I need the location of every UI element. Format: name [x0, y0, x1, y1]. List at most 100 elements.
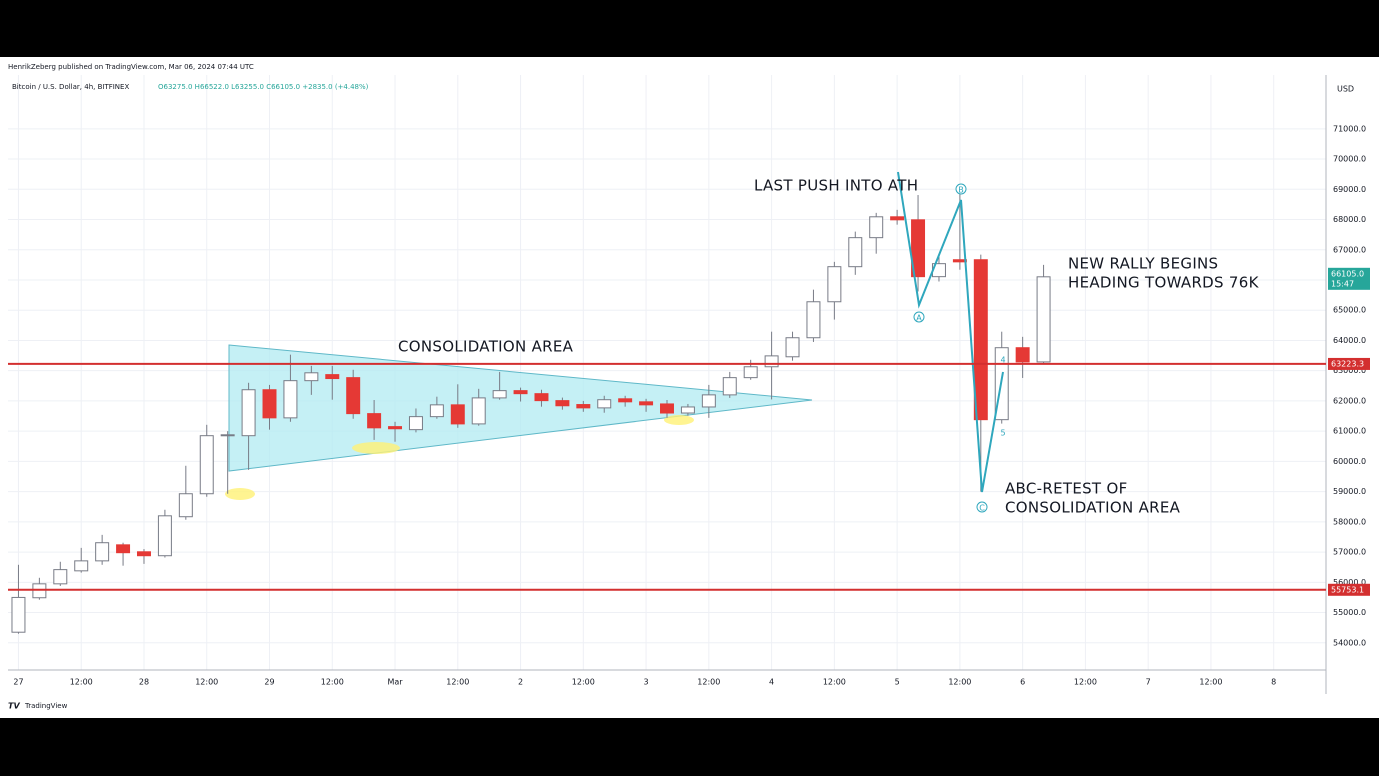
x-tick-label: 12:00	[1074, 678, 1097, 687]
candle-body	[890, 216, 905, 221]
y-tick-label: 58000.0	[1333, 517, 1366, 526]
candle-body	[157, 515, 172, 557]
last-price-tag	[1328, 267, 1370, 290]
level-label: 63223.3	[1331, 359, 1364, 368]
candle-body	[1036, 276, 1051, 363]
wave-label: 4	[1000, 356, 1005, 365]
candle-body	[136, 551, 151, 557]
wave-label: B	[958, 186, 964, 195]
candle-body	[450, 404, 465, 425]
x-tick-label: 27	[13, 678, 23, 687]
highlight	[352, 442, 400, 454]
countdown: 15:47	[1331, 279, 1354, 288]
y-tick-label: 64000.0	[1333, 336, 1366, 345]
y-tick-label: 70000.0	[1333, 155, 1366, 164]
y-tick-label: 54000.0	[1333, 638, 1366, 647]
x-tick-label: 4	[769, 678, 774, 687]
level-tag	[1328, 583, 1370, 596]
highlight	[225, 488, 255, 500]
candle-body	[555, 400, 570, 407]
wave-marker	[976, 501, 988, 513]
candle-body	[408, 416, 423, 431]
candle-body	[367, 413, 382, 429]
annotation: ABC-RETEST OF	[1005, 480, 1128, 498]
wave-marker	[955, 183, 967, 195]
y-tick-label: 55000.0	[1333, 608, 1366, 617]
published-note: HenrikZeberg published on TradingView.co…	[8, 63, 254, 71]
x-tick-label: 12:00	[446, 678, 469, 687]
candle-body	[869, 216, 884, 239]
y-tick-label: 60000.0	[1333, 457, 1366, 466]
candle-body	[178, 493, 193, 518]
y-tick-label: 68000.0	[1333, 215, 1366, 224]
annotation: HEADING TOWARDS 76K	[1068, 274, 1260, 292]
candle-body	[492, 390, 507, 399]
candle-body	[1015, 347, 1030, 363]
x-tick-label: 2	[518, 678, 523, 687]
candle-body	[53, 569, 68, 585]
y-tick-label: 59000.0	[1333, 487, 1366, 496]
last-price-label: 66105.0	[1331, 269, 1364, 278]
x-tick-label: 12:00	[70, 678, 93, 687]
x-tick-label: 3	[644, 678, 649, 687]
y-tick-label: 69000.0	[1333, 185, 1366, 194]
candle-body	[74, 560, 89, 572]
x-tick-label: 12:00	[948, 678, 971, 687]
wave-marker	[913, 311, 925, 323]
annotation: CONSOLIDATION AREA	[398, 338, 574, 356]
wave-label: 5	[1000, 429, 1005, 438]
candle-body	[241, 389, 256, 437]
candle-body	[471, 397, 486, 425]
candle-body	[911, 219, 926, 278]
candle-body	[199, 435, 214, 495]
y-tick-label: 67000.0	[1333, 245, 1366, 254]
candle-body	[283, 380, 298, 419]
candle-body	[764, 355, 779, 368]
x-tick-label: 12:00	[1199, 678, 1222, 687]
candle-body	[325, 374, 340, 380]
candle-body	[346, 377, 361, 415]
candle-body	[597, 399, 612, 409]
x-tick-label: 12:00	[572, 678, 595, 687]
candle-body	[660, 403, 674, 414]
candle-body	[639, 401, 654, 406]
y-tick-label: 56000.0	[1333, 578, 1366, 587]
x-tick-label: 8	[1271, 678, 1276, 687]
candle-body	[827, 266, 842, 303]
x-tick-label: 12:00	[823, 678, 846, 687]
candle-body	[513, 390, 528, 395]
candle-body	[534, 393, 549, 402]
y-tick-label: 63000.0	[1333, 366, 1366, 375]
brand: TradingView	[24, 702, 68, 710]
currency: USD	[1337, 85, 1354, 94]
y-tick-label: 57000.0	[1333, 548, 1366, 557]
candle-body	[388, 426, 403, 430]
logo: 𝙏𝙑	[8, 702, 20, 711]
x-tick-label: 12:00	[195, 678, 218, 687]
candle-body	[32, 583, 47, 599]
candle-body	[116, 544, 131, 554]
candle-body	[95, 542, 110, 562]
annotation: NEW RALLY BEGINS	[1068, 255, 1218, 273]
candle-body	[848, 237, 863, 268]
annotation: LAST PUSH INTO ATH	[754, 177, 918, 195]
candle-body	[806, 301, 821, 339]
candle-body	[576, 404, 591, 409]
candle-body	[262, 389, 277, 419]
candle-body	[680, 406, 695, 414]
x-tick-label: 6	[1020, 678, 1025, 687]
wave-label: A	[916, 314, 922, 323]
highlight	[664, 415, 694, 425]
x-tick-label: 5	[895, 678, 900, 687]
y-tick-label: 62000.0	[1333, 396, 1366, 405]
candle-body	[429, 404, 444, 418]
candle-body	[220, 434, 235, 437]
candle-body	[952, 259, 967, 263]
ohlc: O63275.0 H66522.0 L63255.0 C66105.0 +283…	[158, 83, 369, 91]
candle-body	[701, 394, 716, 408]
x-tick-label: Mar	[387, 678, 403, 687]
level-tag	[1328, 357, 1370, 370]
annotation: CONSOLIDATION AREA	[1005, 499, 1181, 517]
candle-body	[11, 596, 26, 633]
